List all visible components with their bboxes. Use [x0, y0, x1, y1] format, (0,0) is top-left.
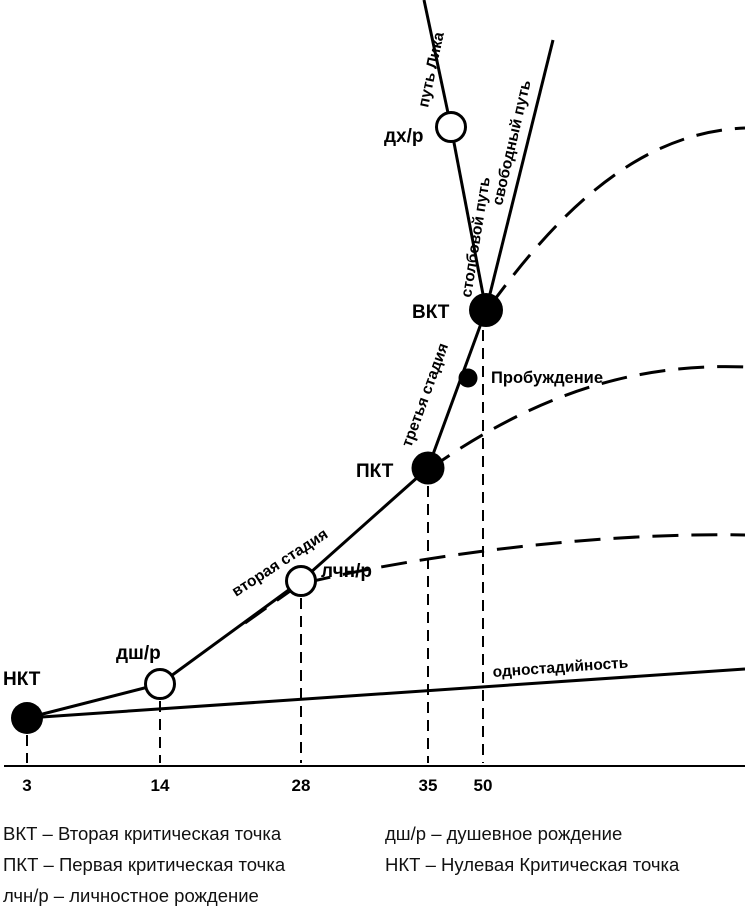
node-pkt: [412, 452, 445, 485]
label-vkt: ВКТ: [412, 302, 450, 323]
label-pkt: ПКТ: [356, 461, 394, 482]
tick-label: 14: [151, 776, 170, 795]
node-nkt: [11, 702, 43, 734]
label-third-stage: третья стадия: [399, 341, 452, 449]
legend-item: ПКТ – Первая критическая точка: [3, 854, 285, 876]
label-dshr: дш/р: [116, 643, 161, 664]
legend-item: лчн/р – личностное рождение: [3, 885, 259, 907]
single-stage-line: [27, 669, 745, 718]
tick-label: 50: [474, 776, 493, 795]
node-dshr: [146, 670, 175, 699]
dashed-curve-from-vkt: [490, 128, 745, 306]
tick-label: 28: [292, 776, 311, 795]
tick-label: 35: [419, 776, 438, 795]
label-lik-path: путь Лика: [415, 30, 448, 109]
life-path-diagram: НКТ дш/р лчн/р ПКТ Пробуждение ВКТ дх/р …: [0, 0, 745, 818]
label-dkhr: дх/р: [384, 126, 424, 147]
label-second-stage: вторая стадия: [229, 526, 331, 601]
legend-item: НКТ – Нулевая Критическая точка: [385, 854, 679, 876]
node-dkhr: [437, 113, 466, 142]
solid-paths: [27, 0, 745, 718]
legend: ВКТ – Вторая критическая точка дш/р – ду…: [0, 818, 745, 916]
node-lchnr: [287, 567, 316, 596]
label-lchnr: лчн/р: [321, 561, 372, 582]
tick-label: 3: [22, 776, 31, 795]
label-nkt: НКТ: [3, 669, 41, 690]
legend-item: ВКТ – Вторая критическая точка: [3, 823, 281, 845]
drop-lines: [27, 330, 483, 763]
node-awakening: [459, 369, 478, 388]
path-dshr-lchnr: [160, 581, 301, 684]
legend-item: дш/р – душевное рождение: [385, 823, 622, 845]
label-awakening: Пробуждение: [491, 369, 603, 387]
